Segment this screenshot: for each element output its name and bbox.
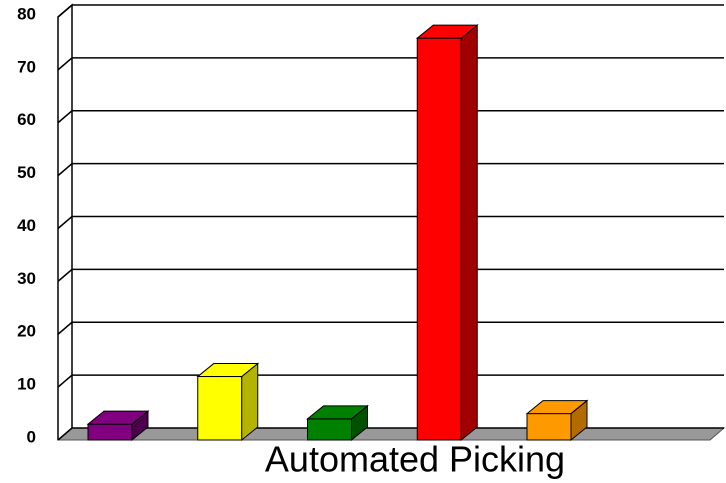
bar-top: [525, 400, 589, 415]
bar-front: [197, 376, 243, 441]
grid-line: [57, 110, 724, 124]
y-tick-label: 10: [17, 375, 36, 394]
bar-top: [415, 24, 479, 39]
y-tick-label: 30: [17, 269, 36, 288]
bar-top: [196, 363, 260, 378]
y-tick-label: 20: [17, 322, 36, 341]
y-tick-label: 70: [17, 57, 36, 76]
bar-front: [307, 418, 352, 441]
grid-line: [57, 4, 724, 18]
bar-top: [306, 405, 369, 420]
bar-front: [416, 37, 462, 441]
y-tick-label: 40: [17, 216, 36, 235]
plot: 0 10 20 30 40 50 60 70 80: [17, 3, 726, 446]
y-tick-label: 50: [17, 163, 36, 182]
grid-line: [57, 215, 724, 230]
bar-top: [86, 410, 150, 425]
y-tick-label: 0: [27, 427, 36, 446]
bar-side: [460, 24, 478, 442]
grid-line: [57, 268, 724, 282]
grid-line: [57, 321, 724, 335]
y-tick-label: 80: [17, 4, 36, 23]
y-tick-label: 60: [17, 110, 36, 129]
bar-front: [526, 413, 572, 441]
grid-line: [57, 427, 724, 441]
x-axis-label: Automated Picking: [265, 439, 565, 480]
grid-line: [57, 57, 724, 71]
bar-front: [87, 423, 133, 441]
grid-line: [57, 374, 724, 388]
grid-line: [57, 162, 724, 177]
